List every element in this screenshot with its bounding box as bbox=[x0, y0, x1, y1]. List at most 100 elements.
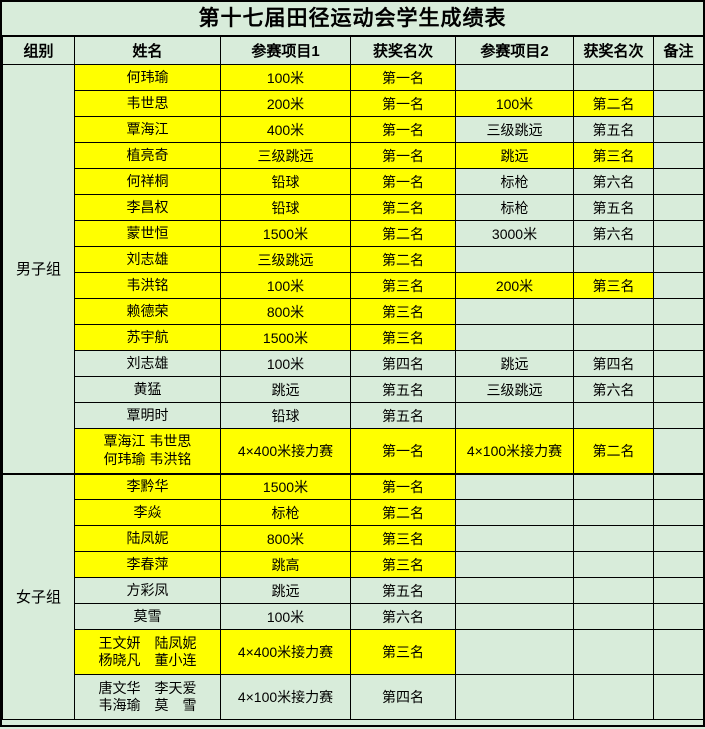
cell-rank2 bbox=[573, 402, 654, 429]
col-header-name: 姓名 bbox=[74, 36, 221, 65]
cell-event2 bbox=[455, 629, 574, 675]
cell-event1: 200米 bbox=[220, 90, 351, 117]
col-header-rank2: 获奖名次 bbox=[573, 36, 654, 65]
cell-remark bbox=[653, 499, 704, 526]
group-label: 女子组 bbox=[2, 472, 75, 720]
table-row: 韦世思 200米 第一名 100米 第二名 bbox=[3, 90, 704, 117]
table-row: 苏宇航 1500米 第三名 bbox=[3, 324, 704, 351]
cell-rank2 bbox=[573, 551, 654, 578]
table-row: 唐文华 李天爱 韦海瑜 莫 雪 4×100米接力赛 第四名 bbox=[3, 674, 704, 720]
cell-rank2 bbox=[573, 629, 654, 675]
cell-remark bbox=[653, 142, 704, 169]
table-row: 方彩凤 跳远 第五名 bbox=[3, 577, 704, 604]
cell-remark bbox=[653, 272, 704, 299]
col-header-group: 组别 bbox=[2, 36, 75, 65]
cell-rank1: 第五名 bbox=[350, 376, 456, 403]
cell-event1: 4×400米接力赛 bbox=[220, 428, 351, 474]
cell-name: 覃海江 bbox=[74, 116, 221, 143]
cell-name: 方彩凤 bbox=[74, 577, 221, 604]
cell-event2: 跳远 bbox=[455, 350, 574, 377]
cell-event2 bbox=[455, 551, 574, 578]
cell-event1: 800米 bbox=[220, 298, 351, 325]
col-header-event2: 参赛项目2 bbox=[455, 36, 574, 65]
cell-rank1: 第二名 bbox=[350, 246, 456, 273]
cell-event2: 三级跳远 bbox=[455, 376, 574, 403]
cell-name: 刘志雄 bbox=[74, 350, 221, 377]
cell-rank2 bbox=[573, 472, 654, 500]
cell-event1: 跳高 bbox=[220, 551, 351, 578]
cell-event1: 铅球 bbox=[220, 402, 351, 429]
table-row: 男子组 何玮瑜 100米 第一名 bbox=[2, 64, 704, 474]
cell-remark bbox=[653, 577, 704, 604]
cell-event1: 4×100米接力赛 bbox=[220, 674, 351, 720]
cell-event2: 标枪 bbox=[455, 168, 574, 195]
cell-rank1: 第四名 bbox=[350, 674, 456, 720]
cell-event1: 400米 bbox=[220, 116, 351, 143]
cell-event1: 100米 bbox=[220, 64, 351, 91]
cell-rank2 bbox=[573, 246, 654, 273]
cell-event2: 标枪 bbox=[455, 194, 574, 221]
cell-remark bbox=[653, 629, 704, 675]
table-row: 刘志雄 三级跳远 第二名 bbox=[3, 246, 704, 273]
cell-rank2 bbox=[573, 499, 654, 526]
cell-rank2: 第六名 bbox=[573, 168, 654, 195]
cell-rank1: 第一名 bbox=[350, 90, 456, 117]
cell-rank1: 第一名 bbox=[350, 142, 456, 169]
cell-remark bbox=[653, 64, 704, 91]
results-table: 组别 姓名 参赛项目1 获奖名次 参赛项目2 获奖名次 备注 男子组 何玮瑜 100… bbox=[2, 36, 704, 720]
cell-remark bbox=[653, 674, 704, 720]
cell-event2 bbox=[455, 525, 574, 552]
col-header-remark: 备注 bbox=[653, 36, 704, 65]
table-row: 蒙世恒 1500米 第二名 3000米 第六名 bbox=[3, 220, 704, 247]
table-row: 李昌权 铅球 第二名 标枪 第五名 bbox=[3, 194, 704, 221]
cell-rank1: 第三名 bbox=[350, 629, 456, 675]
cell-remark bbox=[653, 402, 704, 429]
cell-rank1: 第五名 bbox=[350, 402, 456, 429]
cell-remark bbox=[653, 551, 704, 578]
table-row: 陆凤妮 800米 第三名 bbox=[3, 525, 704, 552]
table-row: 女子组 李黔华 1500米 第一名 bbox=[2, 472, 704, 720]
cell-rank1: 第三名 bbox=[350, 525, 456, 552]
cell-event2: 跳远 bbox=[455, 142, 574, 169]
cell-event1: 100米 bbox=[220, 350, 351, 377]
cell-event2 bbox=[455, 298, 574, 325]
cell-remark bbox=[653, 246, 704, 273]
cell-rank1: 第一名 bbox=[350, 472, 456, 500]
cell-rank1: 第四名 bbox=[350, 350, 456, 377]
cell-rank1: 第六名 bbox=[350, 603, 456, 630]
table-row: 植亮奇 三级跳远 第一名 跳远 第三名 bbox=[3, 142, 704, 169]
cell-rank2: 第六名 bbox=[573, 376, 654, 403]
cell-name: 王文妍 陆凤妮 杨晓凡 董小连 bbox=[74, 629, 221, 675]
cell-rank2: 第二名 bbox=[573, 90, 654, 117]
cell-event1: 跳远 bbox=[220, 376, 351, 403]
cell-name: 韦洪铭 bbox=[74, 272, 221, 299]
cell-rank2 bbox=[573, 603, 654, 630]
table-row: 覃明时 铅球 第五名 bbox=[3, 402, 704, 429]
cell-event1: 100米 bbox=[220, 272, 351, 299]
cell-name: 陆凤妮 bbox=[74, 525, 221, 552]
cell-event2 bbox=[455, 402, 574, 429]
table-row: 李春萍 跳高 第三名 bbox=[3, 551, 704, 578]
cell-rank2: 第四名 bbox=[573, 350, 654, 377]
cell-event1: 1500米 bbox=[220, 324, 351, 351]
cell-rank2: 第五名 bbox=[573, 194, 654, 221]
cell-event1: 标枪 bbox=[220, 499, 351, 526]
col-header-event1: 参赛项目1 bbox=[220, 36, 351, 65]
cell-event1: 铅球 bbox=[220, 194, 351, 221]
cell-event2 bbox=[455, 603, 574, 630]
cell-remark bbox=[653, 90, 704, 117]
page-title: 第十七届田径运动会学生成绩表 bbox=[2, 2, 703, 36]
table-row: 李焱 标枪 第二名 bbox=[3, 499, 704, 526]
cell-name: 覃明时 bbox=[74, 402, 221, 429]
cell-name: 韦世思 bbox=[74, 90, 221, 117]
cell-rank1: 第一名 bbox=[350, 168, 456, 195]
cell-name: 李春萍 bbox=[74, 551, 221, 578]
cell-rank2 bbox=[573, 324, 654, 351]
cell-rank2 bbox=[573, 525, 654, 552]
cell-rank1: 第五名 bbox=[350, 577, 456, 604]
cell-event1: 1500米 bbox=[220, 472, 351, 500]
cell-event2: 三级跳远 bbox=[455, 116, 574, 143]
cell-name: 覃海江 韦世思 何玮瑜 韦洪铭 bbox=[74, 428, 221, 474]
cell-remark bbox=[653, 168, 704, 195]
